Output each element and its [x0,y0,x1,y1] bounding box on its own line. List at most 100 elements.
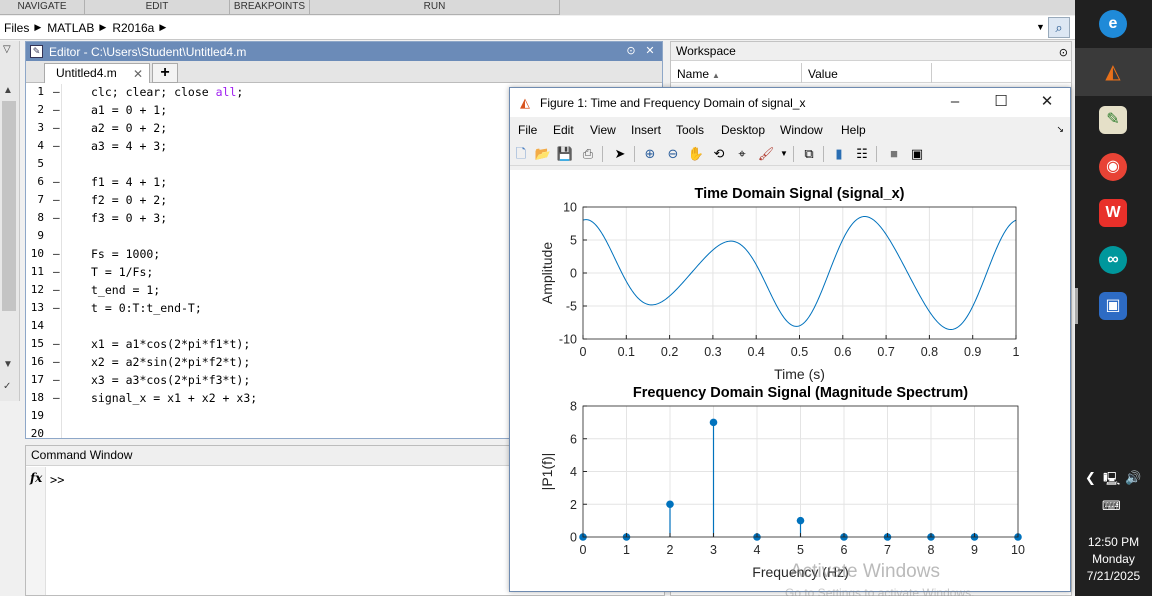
edit-plot-cursor-icon[interactable]: ➤ [614,146,626,161]
code-line[interactable]: 8– f3 = 0 + 3; [26,211,662,229]
code-line[interactable]: 1– clc; clear; close all; [26,85,662,103]
save-icon[interactable]: 💾 [556,146,574,161]
dropdown-arrow-icon[interactable]: ▼ [1036,22,1045,32]
close-icon[interactable]: ✕ [1040,93,1054,110]
column-header-name[interactable]: Name ▲ [677,67,720,81]
print-icon[interactable]: ⎙ [582,146,594,161]
toolstrip-section-edit[interactable]: EDIT [85,0,230,15]
command-prompt[interactable]: >> [50,473,65,487]
code-line[interactable]: 16– x2 = a2*sin(2*pi*f2*t); [26,355,662,373]
toolstrip-section-breakpoints[interactable]: BREAKPOINTS [230,0,310,15]
code-line[interactable]: 4– a3 = 4 + 3; [26,139,662,157]
minimize-icon[interactable]: – [950,93,960,110]
column-divider[interactable] [801,63,802,83]
network-icon[interactable]: 🖳 [1103,471,1121,486]
figure-plots[interactable]: 0 0.1 0.2 0.3 0.4 0.5 0.6 0.7 0.8 0.9 11050-5-10Ti… [510,170,1070,591]
code-line[interactable]: 20 [26,427,662,438]
code-line[interactable]: 18– signal_x = x1 + x2 + x3; [26,391,662,409]
chevron-left-icon[interactable]: ❮ [1085,470,1096,485]
panel-menu-icon[interactable]: ⊙ [626,45,636,57]
menu-window[interactable]: Window [780,123,823,137]
code-line[interactable]: 10– Fs = 1000; [26,247,662,265]
menu-file[interactable]: File [518,123,538,137]
rotate-3d-icon[interactable]: ⟲ [713,146,725,161]
panel-menu-icon[interactable]: ⊙ [1058,47,1068,59]
address-segment-r2016a[interactable]: R2016a [112,20,155,35]
code-line[interactable]: 17– x3 = a3*cos(2*pi*f3*t); [26,373,662,391]
keyboard-icon[interactable]: ⌨ [1102,498,1121,513]
matlab-icon[interactable]: ◭ [1105,61,1121,83]
code-line[interactable]: 19 [26,409,662,427]
breakpoint-marker[interactable]: – [53,211,60,224]
code-line[interactable]: 5 [26,157,662,175]
data-cursor-icon[interactable]: ⌖ [738,146,746,161]
breakpoint-marker[interactable]: – [53,373,60,386]
maximize-icon[interactable]: ☐ [994,93,1008,110]
menu-insert[interactable]: Insert [631,123,662,137]
breakpoint-marker[interactable]: – [53,337,60,350]
menu-desktop[interactable]: Desktop [721,123,766,137]
breakpoint-marker[interactable]: – [53,301,60,314]
pan-hand-icon[interactable]: ✋ [687,146,705,161]
menu-view[interactable]: View [590,123,616,137]
code-line[interactable]: 13– t = 0:T:t_end-T; [26,301,662,319]
tab-untitled4[interactable]: Untitled4.m ✕ [44,63,150,83]
volume-icon[interactable]: 🔊 [1125,470,1142,485]
toolstrip-section-navigate[interactable]: NAVIGATE [0,0,85,15]
breakpoint-marker[interactable]: – [53,283,60,296]
code-area[interactable]: 1– clc; clear; close all; 2– a1 = 0 + 1; 3– a… [26,84,662,438]
scroll-down-icon[interactable]: ▼ [3,359,13,370]
dock-arrow-icon[interactable]: ↘ [1056,124,1064,134]
insert-legend-icon[interactable]: ☷ [856,146,868,161]
brush-icon[interactable]: 🖌 [757,146,775,161]
chevron-down-icon[interactable]: ✓ [3,381,12,392]
code-line[interactable]: 15– x1 = a1*cos(2*pi*f1*t); [26,337,662,355]
breakpoint-marker[interactable]: – [53,85,60,98]
column-header-value[interactable]: Value [808,67,838,81]
breakpoint-marker[interactable]: – [53,355,60,368]
code-line[interactable]: 7– f2 = 0 + 2; [26,193,662,211]
menu-edit[interactable]: Edit [553,123,574,137]
code-line[interactable]: 12– t_end = 1; [26,283,662,301]
link-plot-icon[interactable]: ⧉ [804,146,814,161]
close-icon[interactable]: ✕ [645,45,655,57]
wps-office-icon[interactable]: W [1099,199,1127,227]
arduino-icon[interactable]: ∞ [1099,246,1127,274]
plot-area[interactable]: 0 0.1 0.2 0.3 0.4 0.5 0.6 0.7 0.8 0.9 1 10 5 0 -5 -10 Ti… [510,170,1070,591]
scroll-up-icon[interactable]: ▲ [3,85,13,96]
new-tab-button[interactable]: + [152,63,178,83]
toolstrip-section-run[interactable]: RUN [310,0,560,15]
function-browser-icon[interactable]: fx [30,471,43,485]
breakpoint-marker[interactable]: – [53,175,60,188]
clock[interactable]: 12:50 PM Monday 7/21/2025 [1077,534,1150,585]
chrome-icon[interactable]: ◉ [1099,153,1127,181]
breakpoint-marker[interactable]: – [53,139,60,152]
search-icon[interactable]: ⌕ [1048,17,1070,38]
breakpoint-marker[interactable]: – [53,391,60,404]
breakpoint-marker[interactable]: – [53,265,60,278]
breakpoint-marker[interactable]: – [53,103,60,116]
chevron-down-icon[interactable]: ▼ [780,149,788,158]
breakpoint-marker[interactable]: – [53,193,60,206]
new-figure-icon[interactable]: 🗋 [515,146,527,161]
tab-close-icon[interactable]: ✕ [133,67,144,81]
address-segment-matlab[interactable]: MATLAB [47,20,95,35]
code-line[interactable]: 14 [26,319,662,337]
code-line[interactable]: 6– f1 = 4 + 1; [26,175,662,193]
code-line[interactable]: 11– T = 1/Fs; [26,265,662,283]
insert-colorbar-icon[interactable]: ▮ [835,146,843,161]
app-icon[interactable]: ▣ [1099,292,1127,320]
menu-tools[interactable]: Tools [676,123,705,137]
notepad-icon[interactable]: ✎ [1099,106,1127,134]
code-line[interactable]: 9 [26,229,662,247]
hide-plot-tools-icon[interactable]: ■ [890,146,898,161]
edge-browser-icon[interactable]: e [1099,10,1127,38]
panel-menu-icon[interactable]: ▽ [3,44,11,55]
zoom-in-icon[interactable]: ⊕ [644,146,656,161]
code-line[interactable]: 2– a1 = 0 + 1; [26,103,662,121]
scrollbar[interactable] [2,101,16,311]
address-segment-files[interactable]: Files [4,20,30,35]
open-file-icon[interactable]: 📂 [534,146,552,161]
breakpoint-marker[interactable]: – [53,121,60,134]
zoom-out-icon[interactable]: ⊖ [667,146,679,161]
